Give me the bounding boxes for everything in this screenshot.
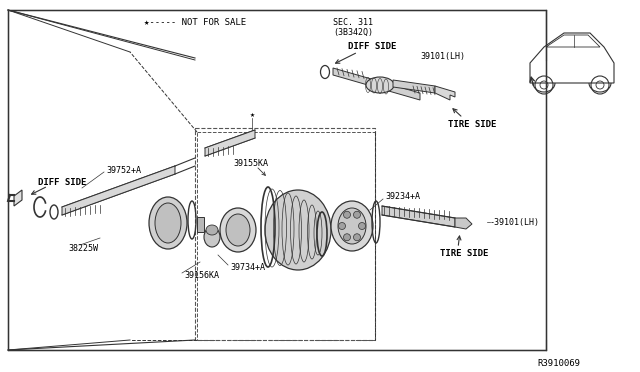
Polygon shape [14,190,22,206]
Text: 39101(LH): 39101(LH) [420,51,465,61]
Text: 38225W: 38225W [68,244,98,253]
Polygon shape [455,218,472,229]
Text: DIFF SIDE: DIFF SIDE [38,177,86,186]
Circle shape [353,211,360,218]
Ellipse shape [338,208,366,244]
Circle shape [339,222,346,230]
Ellipse shape [331,201,373,251]
Circle shape [344,211,351,218]
Ellipse shape [220,208,256,252]
Polygon shape [205,130,255,156]
Polygon shape [435,86,455,100]
Text: 39752+A: 39752+A [106,166,141,174]
Ellipse shape [206,225,218,235]
Bar [197,132,375,340]
Ellipse shape [366,77,394,93]
Text: 39234+A: 39234+A [385,192,420,201]
Text: SEC. 311: SEC. 311 [333,17,373,26]
Ellipse shape [226,214,250,246]
Text: (3B342Q): (3B342Q) [333,28,373,36]
Ellipse shape [149,197,187,249]
Bar [8,10,546,350]
Polygon shape [382,206,455,227]
Text: 39156KA: 39156KA [184,272,219,280]
Polygon shape [62,166,175,215]
Circle shape [353,234,360,241]
Polygon shape [333,68,420,100]
Text: ★----- NOT FOR SALE: ★----- NOT FOR SALE [144,17,246,26]
Text: 39734+A: 39734+A [230,263,265,273]
Text: 39155KA: 39155KA [233,158,268,167]
Bar [197,217,204,232]
Text: DIFF SIDE: DIFF SIDE [348,42,396,51]
Text: TIRE SIDE: TIRE SIDE [448,119,496,128]
Text: R3910069: R3910069 [537,359,580,369]
Ellipse shape [204,227,220,247]
Bar [195,128,375,340]
Ellipse shape [155,203,181,243]
Circle shape [358,222,365,230]
Text: ★: ★ [250,110,255,119]
Ellipse shape [265,190,331,270]
Circle shape [344,234,351,241]
Polygon shape [393,80,435,93]
Text: -39101(LH): -39101(LH) [490,218,540,227]
Text: TIRE SIDE: TIRE SIDE [440,250,488,259]
